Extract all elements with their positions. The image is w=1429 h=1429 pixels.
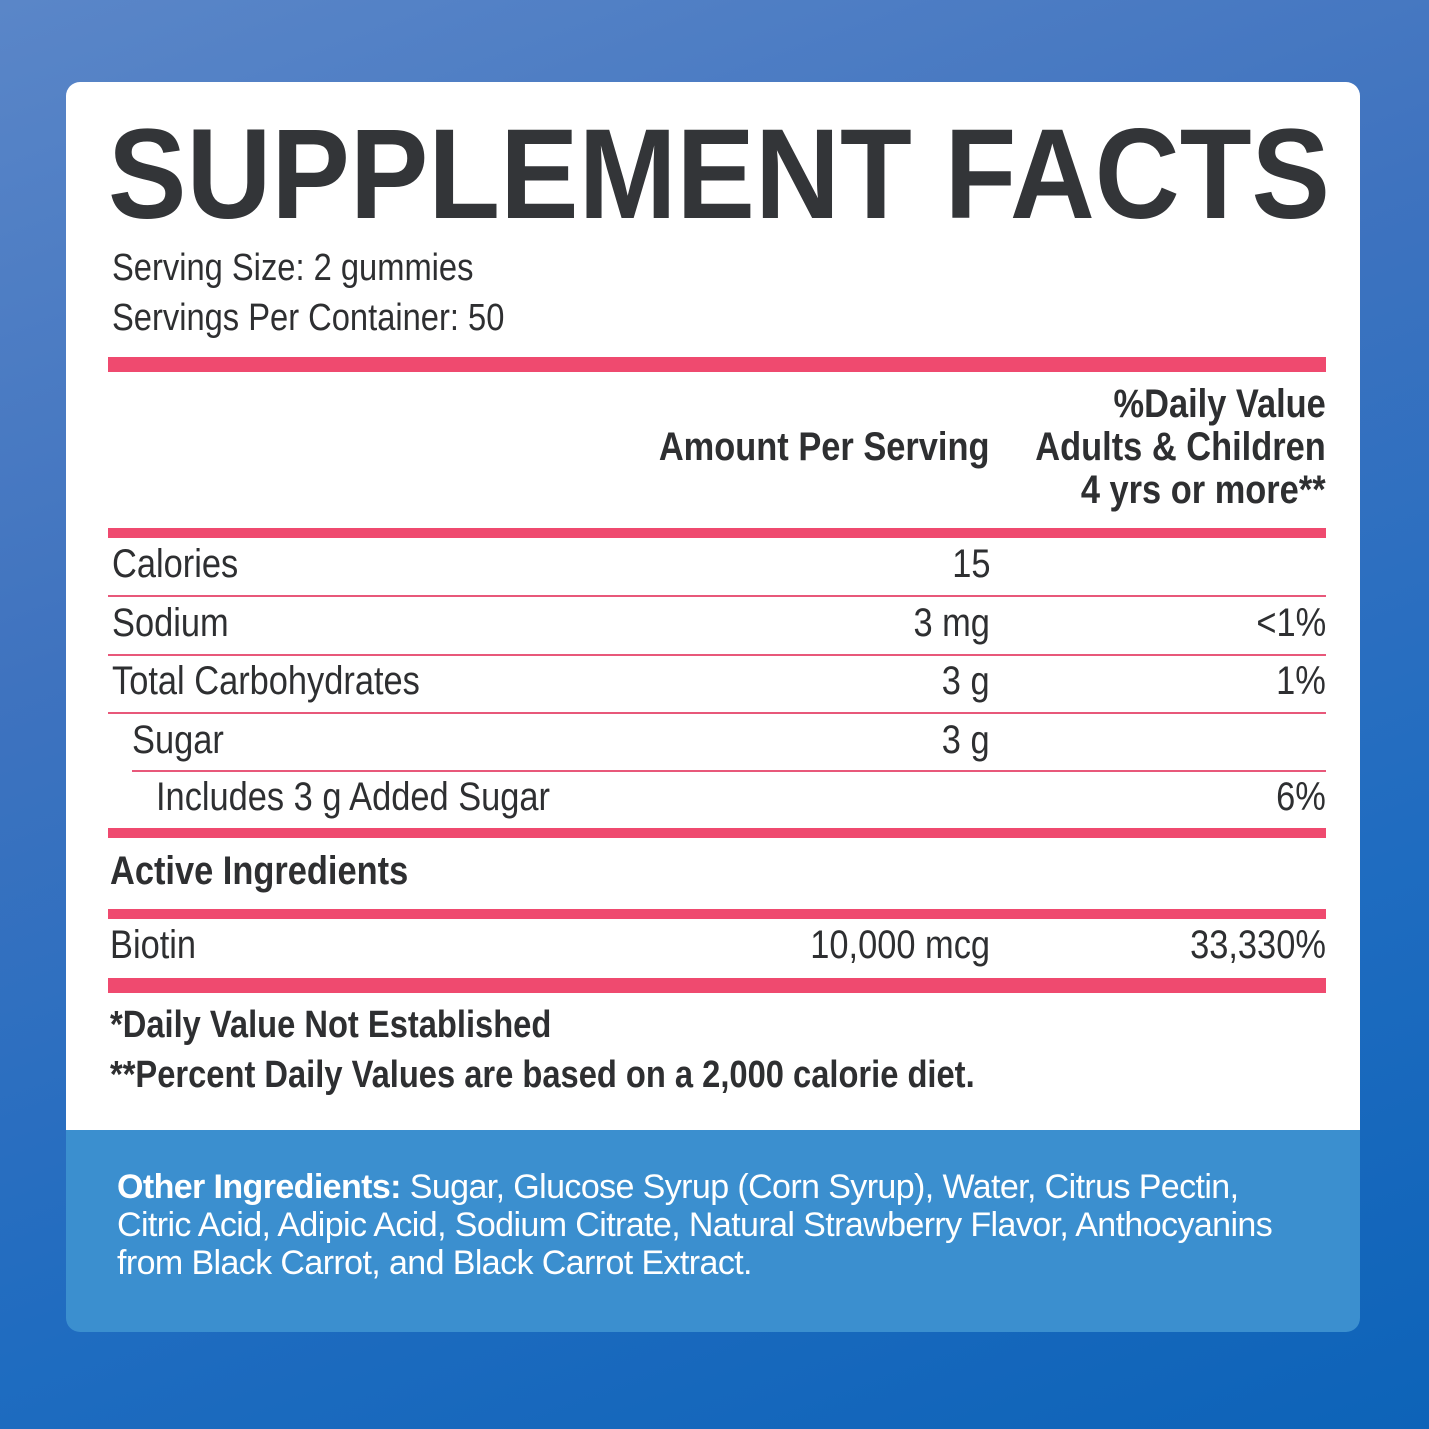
nutrient-amount-text: 3 g <box>942 718 990 762</box>
header-daily-value-text: 4 yrs or more** <box>1081 468 1326 512</box>
header-daily-value: Adults & Children <box>988 427 1326 467</box>
nutrient-amount-text: 3 mg <box>913 601 990 645</box>
nutrient-daily-value-text: <1% <box>1256 601 1326 645</box>
nutrient-name-text: Calories <box>112 542 239 586</box>
header-daily-value: %Daily Value <box>1079 384 1326 424</box>
divider-thin <box>132 770 1326 772</box>
active-heading: Active Ingredients <box>110 851 457 891</box>
nutrient-daily-value: 6% <box>1268 777 1326 817</box>
nutrient-daily-value-text: 1% <box>1276 659 1326 703</box>
footnote: *Daily Value Not Established <box>110 1006 623 1044</box>
nutrient-name-text: Includes 3 g Added Sugar <box>156 775 550 819</box>
divider-thin <box>108 654 1326 656</box>
ingredient-name: Biotin <box>110 925 210 965</box>
divider-thick <box>108 528 1326 538</box>
title: SUPPLEMENT FACTS <box>108 103 1330 246</box>
active-heading-text: Active Ingredients <box>110 849 409 893</box>
nutrient-daily-value: 1% <box>1268 661 1326 701</box>
nutrient-amount: 3 g <box>934 720 990 760</box>
nutrient-amount-text: 15 <box>951 542 990 586</box>
ingredient-daily-value: 33,330% <box>1168 925 1326 965</box>
nutrient-daily-value: <1% <box>1245 603 1326 643</box>
other-ingredients-label: Other Ingredients: <box>117 1168 402 1206</box>
divider-thin <box>108 595 1326 597</box>
servings-per-container-text: Servings Per Container: 50 <box>112 297 505 339</box>
nutrient-name-text: Sodium <box>112 601 229 645</box>
nutrient-amount: 3 mg <box>901 603 990 643</box>
other-ingredients-text: Sugar, Glucose Syrup (Corn Syrup), Water… <box>117 1168 1273 1282</box>
ingredient-amount: 10,000 mcg <box>781 925 990 965</box>
nutrient-name: Sugar <box>132 720 239 760</box>
divider-thick <box>108 978 1326 993</box>
title-svg: SUPPLEMENT FACTS <box>108 103 1330 246</box>
other-ingredients-panel: Other Ingredients: Sugar, Glucose Syrup … <box>66 1130 1360 1332</box>
nutrient-name: Total Carbohydrates <box>112 661 470 701</box>
ingredient-daily-value-text: 33,330% <box>1190 923 1326 967</box>
footnote-text: *Daily Value Not Established <box>110 1004 552 1046</box>
ingredient-name-text: Biotin <box>110 923 197 967</box>
nutrient-amount: 15 <box>946 542 990 586</box>
footnote: **Percent Daily Values are based on a 2,… <box>110 1056 1115 1094</box>
header-amount-text: Amount Per Serving <box>659 425 990 469</box>
facts-card: SUPPLEMENT FACTS <box>66 82 1360 1130</box>
nutrient-name: Includes 3 g Added Sugar <box>156 777 614 817</box>
nutrient-name-text: Sugar <box>132 718 224 762</box>
nutrient-amount-text: 3 g <box>942 659 990 703</box>
serving-size-text: Serving Size: 2 gummies <box>112 247 474 289</box>
divider-thin <box>108 712 1326 714</box>
nutrient-name: Calories <box>112 544 259 584</box>
nutrient-amount: 3 g <box>934 661 990 701</box>
nutrient-name-text: Total Carbohydrates <box>112 659 420 703</box>
header-daily-value: 4 yrs or more** <box>1041 470 1326 510</box>
footnote-text: **Percent Daily Values are based on a 2,… <box>110 1054 975 1096</box>
serving-size: Serving Size: 2 gummies <box>112 249 532 287</box>
divider-thick <box>108 828 1326 838</box>
header-daily-value-text: %Daily Value <box>1113 382 1326 426</box>
nutrient-daily-value-text: 6% <box>1276 775 1326 819</box>
servings-per-container: Servings Per Container: 50 <box>112 299 568 337</box>
ingredient-amount-text: 10,000 mcg <box>810 923 990 967</box>
divider-thick <box>108 909 1326 919</box>
header-daily-value-text: Adults & Children <box>1035 425 1326 469</box>
nutrient-name: Sodium <box>112 603 248 643</box>
other-ingredients: Other Ingredients: Sugar, Glucose Syrup … <box>117 1168 1317 1282</box>
header-amount: Amount Per Serving <box>605 427 990 467</box>
divider-thick <box>108 357 1326 372</box>
